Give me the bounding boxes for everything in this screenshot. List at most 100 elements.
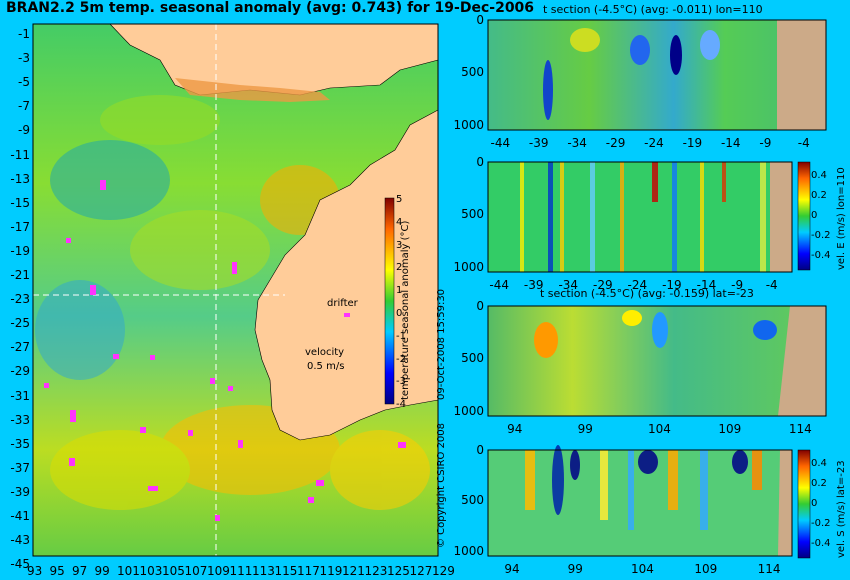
copyright-text: © Copyright CSIRO 2008: [436, 423, 447, 548]
lat-tick-label: -13: [10, 171, 30, 186]
colorbar-tick-label: 0: [396, 308, 403, 319]
panel-colorbar-tick: 0.4: [811, 170, 827, 181]
panel-colorbar-tick: 0: [811, 498, 818, 509]
lat-tick-label: -3: [18, 51, 30, 66]
map-warm-strip: [175, 78, 330, 102]
panel-x-tick: -34: [558, 278, 579, 292]
panel-colorbar-tick: -0.2: [811, 518, 831, 529]
panel-x-tick: -9: [759, 136, 772, 150]
panel-colorbar-tick: 0: [811, 210, 818, 221]
lon-tick-label: 99: [94, 564, 110, 578]
lon-tick-label: 111: [229, 564, 253, 578]
lon-tick-label: 107: [184, 564, 208, 578]
lon-tick-label: 109: [207, 564, 230, 578]
section-panel-4: [487, 445, 811, 559]
panel-colorbar-tick: -0.2: [811, 230, 831, 241]
panel-x-tick: -14: [696, 278, 717, 292]
lon-tick-label: 125: [387, 564, 410, 578]
panel-y-tick: 500: [461, 207, 484, 222]
lat-tick-label: -1: [18, 27, 30, 41]
colorbar-tick-label: 2: [396, 262, 403, 274]
panel-y-tick: 0: [476, 155, 484, 169]
panel-colorbar-tick: -0.4: [811, 250, 831, 261]
section-panel-2: [487, 161, 811, 273]
section-panel-3: [487, 305, 827, 417]
lon-tick-label: 129: [432, 564, 455, 578]
panel-x-tick: 109: [694, 562, 718, 576]
panel-y-tick: 1000: [453, 403, 484, 418]
panel-3-title: t section (-4.5°C) (avg: -0.159) lat=-23: [540, 287, 754, 300]
lon-tick-label: 121: [342, 564, 365, 578]
lat-tick-label: -11: [10, 147, 30, 162]
panel-x-tick: -9: [731, 278, 744, 292]
lon-tick-label: 119: [319, 564, 343, 578]
panel-x-tick: 114: [788, 422, 812, 436]
panel-x-tick: -29: [593, 278, 613, 292]
colorbar-tick-label: 3: [396, 239, 403, 251]
lon-tick-label: 105: [162, 564, 185, 578]
velocity-label: velocity: [305, 347, 345, 358]
colorbar-tick-label: 1: [396, 285, 403, 297]
panel-colorbar-tick: 0.4: [811, 458, 827, 469]
map-colorbar: [384, 197, 395, 405]
panel-x-tick: -24: [644, 136, 664, 150]
map-colorbar-label: temperature seasonal anomaly (°C): [400, 220, 411, 400]
colorbar-tick-label: -3: [396, 376, 406, 388]
panel-x-tick: -29: [605, 136, 626, 150]
lat-tick-label: -39: [10, 484, 30, 499]
panel-x-tick: 104: [648, 422, 671, 436]
panel-x-tick: -24: [627, 278, 648, 292]
panel-y-tick: 1000: [453, 117, 484, 132]
lat-tick-label: -33: [10, 412, 30, 427]
lat-tick-label: -43: [10, 533, 30, 548]
panel-y-tick: 500: [461, 65, 484, 80]
panel-x-tick: 109: [718, 422, 742, 436]
panel-x-tick: -44: [489, 278, 509, 292]
colorbar-tick-label: -2: [396, 353, 406, 365]
lon-tick-label: 97: [72, 564, 88, 578]
panel-colorbar-tick: 0.2: [811, 190, 827, 201]
lat-tick-label: -19: [10, 243, 30, 258]
panel-y-tick: 500: [461, 493, 484, 508]
panel-colorbar-tick: 0.2: [811, 478, 827, 489]
lat-tick-label: -5: [18, 75, 30, 90]
lon-tick-label: 103: [139, 564, 163, 578]
panel-x-tick: 94: [504, 562, 520, 576]
lat-tick-label: -23: [10, 292, 30, 307]
lat-tick-label: -31: [10, 388, 30, 403]
panel-colorbar-tick: -0.4: [811, 538, 831, 549]
lon-tick-label: 95: [49, 564, 65, 578]
velocity-value: 0.5 m/s: [307, 361, 345, 372]
lat-tick-label: -45: [10, 557, 30, 572]
panel-x-tick: -39: [523, 278, 544, 292]
drifter-label: drifter: [327, 298, 358, 309]
colorbar-tick-label: 4: [396, 216, 403, 228]
lat-tick-label: -21: [10, 268, 30, 282]
lat-tick-label: -27: [10, 340, 30, 355]
panel-x-tick: -14: [720, 136, 741, 150]
panel-x-tick: 114: [757, 562, 781, 576]
panel-y-tick: 0: [476, 443, 484, 457]
panel-y-tick: 0: [476, 13, 484, 27]
lat-tick-label: -41: [10, 509, 30, 523]
chart-title: BRAN2.2 5m temp. seasonal anomaly (avg: …: [6, 0, 535, 16]
map-panel: [32, 23, 439, 557]
panel-y-tick: 0: [476, 299, 484, 313]
lat-tick-label: -35: [10, 436, 30, 451]
lon-tick-label: 123: [364, 564, 388, 578]
lon-tick-label: 127: [409, 564, 433, 578]
panel-y-tick: 500: [461, 351, 484, 366]
panel-x-tick: -4: [797, 136, 810, 150]
panel-x-tick: -19: [682, 136, 703, 150]
section-panel-1: [487, 19, 827, 131]
panel-x-tick: -4: [765, 278, 778, 292]
lon-tick-label: 113: [252, 564, 275, 578]
lat-tick-label: -37: [10, 460, 30, 475]
panel-x-tick: -34: [567, 136, 587, 150]
lon-tick-label: 93: [27, 564, 43, 578]
lat-tick-label: -17: [10, 219, 30, 234]
lon-tick-label: 101: [117, 564, 140, 578]
lat-tick-label: -25: [10, 316, 30, 331]
panel-1-title: t section (-4.5°C) (avg: -0.011) lon=110: [543, 3, 763, 16]
panel-x-tick: 94: [507, 422, 523, 436]
